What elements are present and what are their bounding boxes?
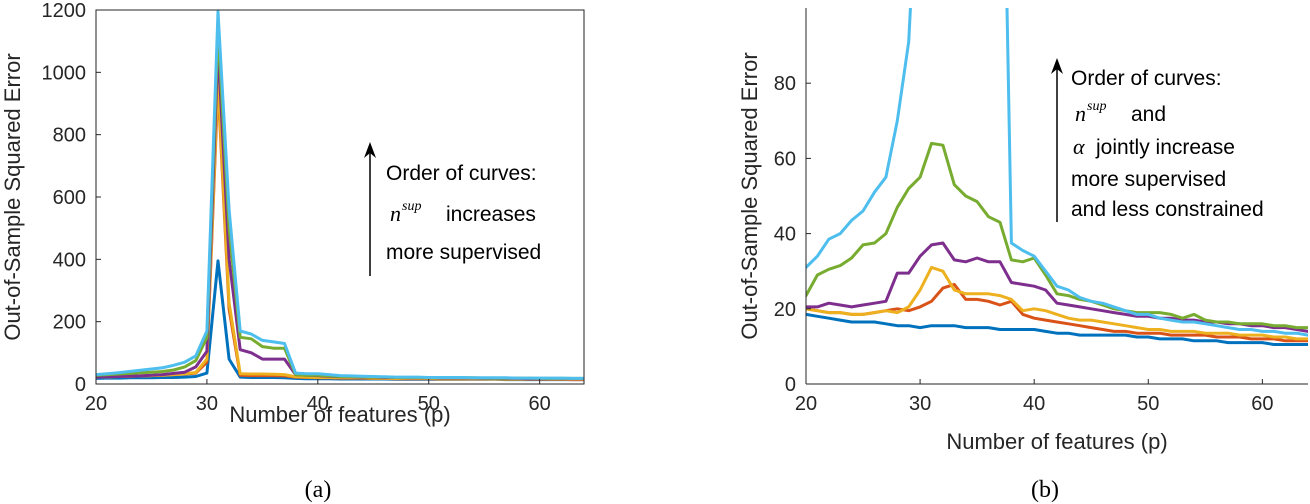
panel-b-xtick-label: 60	[1251, 393, 1273, 415]
panel-a-annotation-arrowhead-icon	[364, 142, 376, 158]
panel-a-xtick-label: 20	[85, 393, 107, 415]
panel-b-ytick-label: 20	[774, 299, 796, 321]
panel-b-ylabel: Out-of-Sample Squared Error	[737, 52, 762, 339]
panel-b-series-6-line	[806, 8, 1308, 337]
panel-b-ytick-label: 60	[774, 148, 796, 170]
panel-a-annotation-line1: increases	[446, 203, 536, 226]
panel-a-xtick-label: 40	[307, 393, 329, 415]
panel-b-annotation-line1: and	[1131, 103, 1166, 126]
panel-a-annotation-math-sup: sup	[402, 199, 421, 214]
panel-a-series-6-line	[96, 10, 584, 380]
panel-a-axes-box	[95, 9, 585, 385]
panel-a-annotation: Order of curves: n sup increases more su…	[364, 142, 541, 276]
panel-b-xtick-label: 30	[909, 393, 931, 415]
panel-a-ytick-label: 800	[53, 125, 86, 147]
panel-a-annotation-line2: more supervised	[386, 241, 541, 264]
panel-b-ytick-label: 0	[785, 374, 796, 396]
panel-a-series-3-line	[96, 75, 584, 381]
panel-a-xlabel: Number of features (p)	[229, 402, 450, 427]
panel-a-series-2-line	[96, 83, 584, 382]
panel-a-ylabel: Out-of-Sample Squared Error	[0, 53, 25, 340]
panel-a-annotation-math-n: n	[390, 201, 401, 226]
panel-a-label: (a)	[305, 477, 332, 503]
panel-b-xtick-label: 50	[1137, 393, 1159, 415]
panel-b-xlabel: Number of features (p)	[946, 429, 1167, 454]
panel-b-ytick-label: 80	[774, 73, 796, 95]
panel-b-series-5-line	[806, 141, 1308, 330]
panel-a-ytick-label: 0	[75, 374, 86, 396]
panel-a-xtick-label: 50	[418, 393, 440, 415]
panel-b-xtick-label: 40	[1023, 393, 1045, 415]
panel-a-series-lines	[96, 10, 584, 382]
panel-b-ytick-label: 40	[774, 224, 796, 246]
panel-a-xtick-label: 30	[196, 393, 218, 415]
panel-a-ytick-label: 1000	[42, 62, 87, 84]
panel-b-series-3-line	[806, 265, 1308, 341]
panel-b-xtick-label: 20	[795, 393, 817, 415]
panel-b-annotation-line2: jointly increase	[1095, 136, 1235, 159]
panel-a-series-1-line	[96, 259, 584, 382]
panel-a-ytick-label: 1200	[42, 0, 87, 22]
panel-b-annotation: Order of curves: n sup and α jointly inc…	[1051, 58, 1264, 222]
panel-b-series-lines	[806, 8, 1308, 346]
panel-b-annotation-math-alpha: α	[1073, 134, 1085, 159]
panel-b-annotation-math-n: n	[1075, 101, 1086, 126]
panel-b-annotation-math-sup: sup	[1087, 99, 1106, 114]
panel-b-annotation-arrowhead-icon	[1051, 58, 1063, 74]
panel-a-annotation-title: Order of curves:	[386, 162, 537, 185]
panel-a-xtick-label: 60	[529, 393, 551, 415]
panel-a-ytick-label: 400	[53, 249, 86, 271]
panel-b-label: (b)	[1031, 477, 1059, 503]
panel-b-annotation-line4: and less constrained	[1071, 198, 1264, 221]
panel-b-annotation-title: Order of curves:	[1071, 67, 1222, 90]
panel-a-ytick-label: 600	[53, 187, 86, 209]
panel-b-series-1-line	[806, 312, 1308, 346]
panel-b-annotation-line3: more supervised	[1071, 168, 1226, 191]
panel-a-ytick-label: 200	[53, 312, 86, 334]
